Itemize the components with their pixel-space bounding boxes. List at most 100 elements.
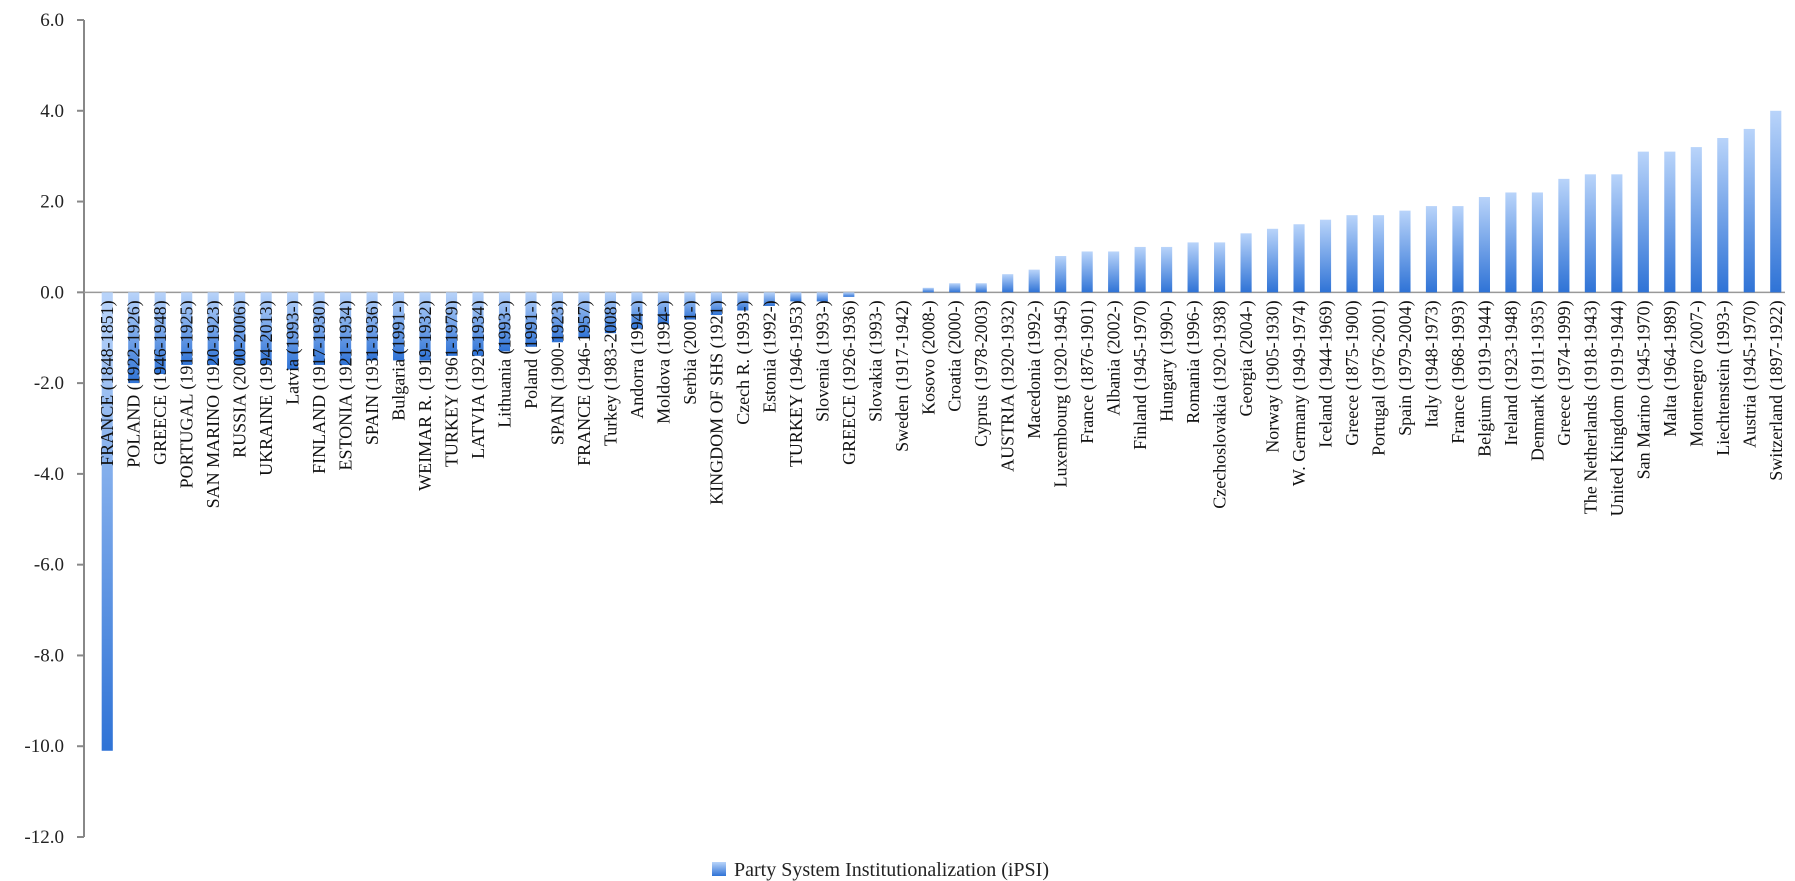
bar [1319,219,1332,293]
category-label: Croatia (2000-) [945,300,966,411]
y-tick-label: -10.0 [24,736,64,757]
bar [128,292,140,384]
category-label: WEIMAR R. (1919-1932) [415,300,436,490]
bar [498,292,511,352]
bar [1187,242,1199,293]
category-label: Moldova (1994-) [653,300,674,423]
category-label: SPAIN (1900-1923) [547,300,568,445]
bar [472,292,484,356]
category-label: Hungary (1990-) [1157,300,1178,421]
category-label: Serbia (2001-) [680,300,701,404]
bar [181,292,193,365]
category-label: W. Germany (1949-1974) [1289,300,1310,486]
bar [1770,110,1782,293]
bar [366,292,378,361]
bar [604,292,617,334]
category-label: Bulgaria (1991-) [389,300,410,420]
category-label: Poland (1991-) [521,300,542,408]
category-label: Belgium (1919-1944) [1474,300,1495,456]
category-label: KINGDOM OF SHS (1921) [706,300,727,505]
category-label: PORTUGAL (1911-1925) [177,300,198,488]
category-label: France (1876-1901) [1077,300,1098,443]
bar [525,292,537,347]
bar [1372,215,1385,293]
category-label: Italy (1948-1973) [1421,300,1442,427]
category-label: SAN MARINO (1920-1923) [203,300,224,508]
category-label: RUSSIA (2000-2006) [230,300,251,458]
bar [340,292,352,365]
bars [101,110,1782,751]
category-label: Austria (1945-1970) [1739,300,1760,447]
bar [1055,256,1067,293]
category-label: Ireland (1923-1948) [1501,300,1522,445]
bar [816,292,828,302]
y-tick-label: -2.0 [34,373,64,394]
category-label: Finland (1945-1970) [1130,300,1151,449]
legend-swatch [712,862,726,876]
category-label: LATVIA (1923-1934) [468,300,489,458]
category-label: Denmark (1911-1935) [1527,300,1548,461]
legend-label: Party System Institutionalization (iPSI) [734,859,1049,881]
bar [445,292,458,356]
y-tick-label: -12.0 [24,827,64,848]
category-label: Andorra (1994-) [627,300,648,418]
category-label: Liechtenstein (1993-) [1713,300,1734,455]
y-tick-label: 0.0 [40,282,64,303]
category-label: United Kingdom (1919-1944) [1607,300,1628,516]
bar [737,292,749,311]
bar [1452,206,1464,293]
category-label: Czech R. (1993-) [733,300,754,424]
bar [1584,174,1596,293]
bar [1425,206,1438,293]
category-label: Sweden (1917-1942) [892,300,913,451]
category-label: TURKEY (1961-1979) [442,300,463,467]
y-tick-label: 6.0 [40,10,64,31]
bar [1399,210,1411,293]
category-label: Slovenia (1993-) [812,300,833,421]
bar [1293,224,1305,293]
category-label: Turkey (1983-2008) [600,300,621,446]
bar [1558,178,1570,293]
category-label: Cyprus (1978-2003) [971,300,992,447]
y-tick-label: -4.0 [34,464,64,485]
category-label: FRANCE (1946-1957) [574,300,595,466]
category-label: Georgia (2004-) [1236,300,1257,416]
category-label: Kosovo (2008-) [918,300,939,415]
bar [260,292,272,365]
category-label: Portugal (1976-2001) [1368,300,1389,455]
category-label: Macedonia (1992-) [1024,300,1045,438]
bar [207,292,219,365]
category-label: Spain (1979-2004) [1395,300,1416,435]
bar [657,292,669,325]
bar [1028,269,1040,293]
bar [763,292,775,306]
category-label: SPAIN (1931-1936) [362,300,383,445]
bar [154,292,166,375]
bar [1743,128,1755,293]
category-label: Norway (1905-1930) [1263,300,1284,452]
category-label: Latvia (1993-) [283,300,304,404]
category-label: France (1968-1993) [1448,300,1469,443]
bar [1081,251,1093,293]
legend: Party System Institutionalization (iPSI) [712,859,1049,881]
category-label: GREECE (1926-1936) [839,300,860,464]
y-tick-label: 2.0 [40,192,64,213]
bar [578,292,590,338]
category-label: UKRAINE (1994-2013) [256,300,277,475]
y-tick-label: -6.0 [34,555,64,576]
y-tick-label: 4.0 [40,101,64,122]
category-label: Iceland (1944-1969) [1316,300,1337,447]
bar [1134,246,1146,293]
category-labels: FRANCE (1848-1851) POLAND (1922-1926) GREE… [97,300,1787,516]
y-axis: 6.0 4.0 2.0 0.0 -2.0 -4.0 -6.0 -8.0 -10.0 -12.0 [24,10,1785,848]
bar [1346,215,1358,293]
bar [1266,228,1279,293]
category-label: ESTONIA (1921-1934) [336,300,357,470]
category-label: Romania (1996-) [1183,300,1204,423]
category-label: The Netherlands (1918-1943) [1580,300,1601,514]
bar [684,292,696,320]
bar [234,292,246,365]
category-label: FRANCE (1848-1851) [97,300,118,466]
bar [710,292,722,316]
bar [1161,246,1173,293]
